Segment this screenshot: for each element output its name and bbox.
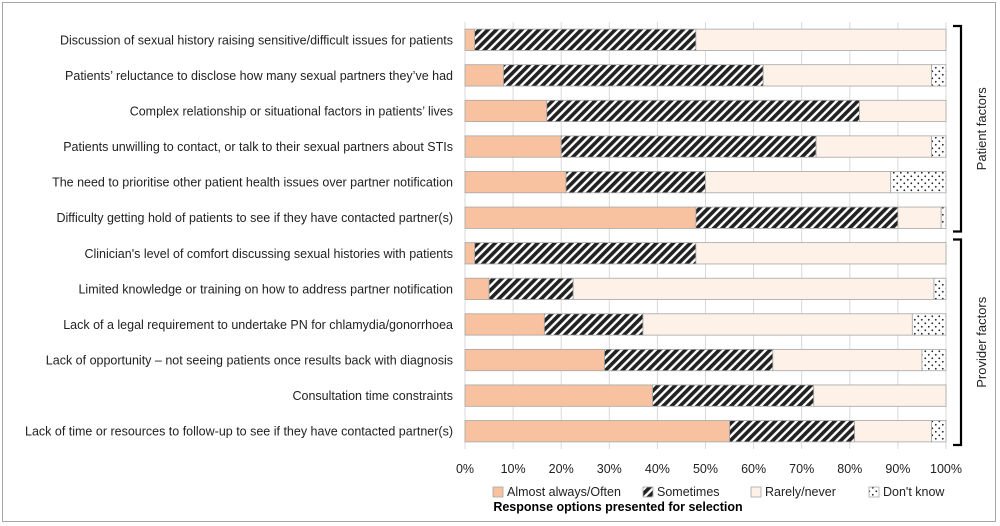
x-tick-label: 100% xyxy=(930,462,962,476)
group-bracket xyxy=(953,238,963,447)
legend-label: Don't know xyxy=(883,485,945,499)
bar-segment-sometimes xyxy=(543,313,644,336)
bar-segment-rarely-never xyxy=(642,313,913,336)
bar-segment-don-t-know xyxy=(890,171,947,194)
legend-swatch xyxy=(868,486,880,498)
bars xyxy=(464,28,947,443)
bar-segment-almost-always-often xyxy=(464,28,476,51)
legend: Almost always/Often Sometimes Rarely/never… xyxy=(492,485,945,499)
category-label: Lack of opportunity – not seeing patient… xyxy=(46,354,453,368)
bar-segment-rarely-never xyxy=(572,277,935,300)
bar-segment-rarely-never xyxy=(815,135,932,158)
bar-segment-almost-always-often xyxy=(464,277,490,300)
legend-label: Rarely/never xyxy=(765,485,836,499)
bar-segment-sometimes xyxy=(652,384,815,407)
bar-segment-almost-always-often xyxy=(464,313,545,336)
bar-segment-almost-always-often xyxy=(464,171,567,194)
x-tick-label: 40% xyxy=(645,462,670,476)
group-bracket xyxy=(953,24,963,233)
bar-segment-rarely-never xyxy=(859,99,947,123)
bar-segment-almost-always-often xyxy=(464,64,504,87)
category-label: Clinician's level of comfort discussing … xyxy=(84,247,453,261)
bar-segment-don-t-know xyxy=(940,206,947,229)
bar-segment-sometimes xyxy=(560,135,817,158)
bar-segment-sometimes xyxy=(503,64,764,87)
bar-segment-don-t-know xyxy=(931,420,947,443)
category-label: Patients’ reluctance to disclose how man… xyxy=(65,69,453,83)
x-tick-label: 50% xyxy=(693,462,718,476)
bar-segment-almost-always-often xyxy=(464,99,548,123)
x-tick-label: 0% xyxy=(456,462,474,476)
category-label: Limited knowledge or training on how to … xyxy=(78,282,453,296)
category-label: Patients unwilling to contact, or talk t… xyxy=(63,140,453,154)
gridlines xyxy=(464,22,947,449)
category-label: Complex relationship or situational fact… xyxy=(130,104,453,118)
legend-label: Sometimes xyxy=(657,485,720,499)
group-label: Provider factors xyxy=(974,296,989,388)
bar-segment-sometimes xyxy=(474,242,697,265)
bar-segment-almost-always-often xyxy=(464,348,605,372)
bar-segment-sometimes xyxy=(604,348,774,372)
x-tick-label: 80% xyxy=(837,462,862,476)
category-label: Lack of time or resources to follow-up t… xyxy=(25,425,453,439)
bar-segment-almost-always-often xyxy=(464,384,653,407)
category-label: Consultation time constraints xyxy=(293,389,454,403)
bar-segment-don-t-know xyxy=(931,64,947,87)
bar-segment-almost-always-often xyxy=(464,242,476,265)
bar-segment-rarely-never xyxy=(695,28,947,51)
group-label: Patient factors xyxy=(974,87,989,171)
bar-segment-sometimes xyxy=(546,99,860,123)
x-tick-label: 30% xyxy=(597,462,622,476)
bar-segment-don-t-know xyxy=(921,348,947,372)
bar-segment-sometimes xyxy=(695,206,899,229)
bar-segment-almost-always-often xyxy=(464,206,697,229)
bar-segment-rarely-never xyxy=(897,206,942,229)
bar-segment-don-t-know xyxy=(933,277,947,300)
x-tick-label: 10% xyxy=(501,462,526,476)
legend-swatch xyxy=(750,486,762,498)
x-tick-label: 90% xyxy=(885,462,910,476)
bar-segment-sometimes xyxy=(488,277,574,300)
bar-segment-almost-always-often xyxy=(464,420,730,443)
bar-segment-don-t-know xyxy=(911,313,947,336)
x-tick-labels: 0% 10% 20% 30% 40% 50% 60% 70% 80% 90% 100% xyxy=(456,462,962,476)
bar-segment-sometimes xyxy=(565,171,706,194)
x-tick-label: 20% xyxy=(549,462,574,476)
bar-segment-rarely-never xyxy=(854,420,932,443)
category-label: Lack of a legal requirement to undertake… xyxy=(63,318,453,332)
legend-label: Almost always/Often xyxy=(507,485,621,499)
category-label: The need to prioritise other patient hea… xyxy=(52,176,453,190)
bar-segment-don-t-know xyxy=(931,135,947,158)
x-tick-label: 70% xyxy=(789,462,814,476)
bar-segment-rarely-never xyxy=(772,348,923,372)
group-brackets: Patient factors Provider factors xyxy=(953,24,989,447)
x-tick-label: 60% xyxy=(741,462,766,476)
bar-segment-rarely-never xyxy=(762,64,932,87)
bar-segment-rarely-never xyxy=(813,384,947,407)
bar-segment-rarely-never xyxy=(705,171,892,194)
category-label: Difficulty getting hold of patients to s… xyxy=(56,211,453,225)
stacked-bar-chart: Discussion of sexual history raising sen… xyxy=(25,22,989,514)
bar-segment-sometimes xyxy=(729,420,856,443)
legend-swatch xyxy=(492,486,504,498)
legend-swatch xyxy=(642,486,654,498)
bar-segment-sometimes xyxy=(474,28,697,51)
bar-segment-almost-always-often xyxy=(464,135,562,158)
category-label: Discussion of sexual history raising sen… xyxy=(60,33,453,47)
x-axis-title: Response options presented for selection xyxy=(493,500,742,514)
bar-segment-rarely-never xyxy=(695,242,947,265)
category-labels: Discussion of sexual history raising sen… xyxy=(25,33,453,438)
